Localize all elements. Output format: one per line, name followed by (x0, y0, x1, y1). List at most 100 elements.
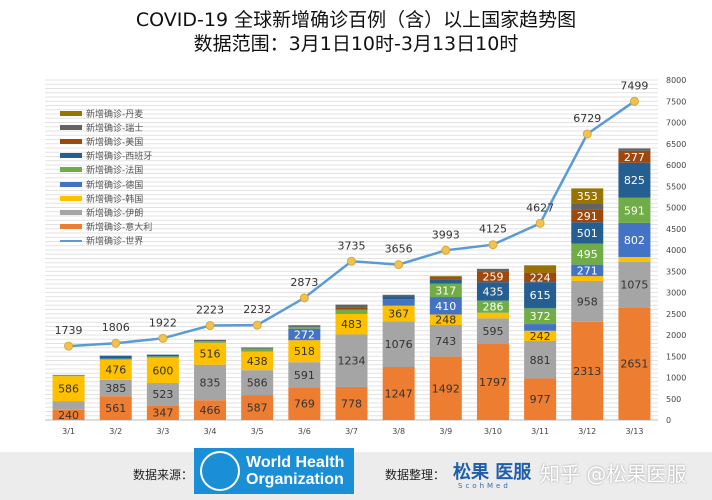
bar-label: 248 (435, 314, 456, 327)
source-label: 数据来源： (133, 468, 194, 482)
bar-segment (476, 282, 509, 301)
bar-label: 1492 (432, 382, 460, 395)
bar-label: 466 (200, 404, 221, 417)
legend-label: 新增确诊-丹麦 (86, 109, 144, 120)
bar-segment (99, 355, 132, 359)
y-tick-label: 6500 (666, 140, 686, 149)
world-label: 6729 (573, 112, 601, 125)
bar-segment (241, 370, 274, 396)
y-tick-label: 3500 (666, 267, 686, 276)
bar-segment (618, 162, 651, 198)
bar-label: 1075 (620, 278, 648, 291)
legend-item: 新增确诊-韩国 (60, 191, 152, 205)
who-name-2: Organization (246, 471, 344, 488)
brand-logo: 松果 医服 (453, 462, 532, 483)
x-tick-label: 3/2 (109, 427, 122, 436)
bar-segment (618, 222, 651, 257)
legend-swatch (60, 110, 82, 116)
bar-label: 2651 (620, 358, 648, 371)
world-point (64, 341, 74, 351)
bar-segment (429, 278, 462, 280)
bar-label: 518 (294, 345, 315, 358)
bar-segment (524, 330, 557, 342)
legend-swatch (60, 138, 82, 144)
bar-label: 523 (152, 388, 173, 401)
world-label: 7499 (620, 79, 648, 92)
bar-label: 272 (294, 328, 315, 341)
bar-segment (146, 383, 179, 406)
legend-item: 新增确诊-法国 (60, 163, 152, 177)
bar-label: 483 (341, 318, 362, 331)
bar-segment (335, 334, 368, 387)
y-tick-label: 2000 (666, 331, 686, 340)
bar-segment (194, 339, 227, 342)
x-tick-label: 3/5 (251, 427, 264, 436)
bar-label: 1076 (385, 338, 413, 351)
bar-segment (288, 325, 321, 327)
bar-label: 224 (530, 271, 551, 284)
legend-item: 新增确诊-瑞士 (60, 120, 152, 134)
legend-item: 新增确诊-伊朗 (60, 205, 152, 219)
bar-segment (524, 308, 557, 325)
bar-segment (524, 324, 557, 331)
x-tick-label: 3/9 (439, 427, 452, 436)
x-tick-label: 3/6 (298, 427, 311, 436)
bar-segment (382, 305, 415, 322)
compiled-label: 数据整理： (385, 468, 446, 482)
bar-segment (524, 341, 557, 379)
bar-label: 2313 (573, 365, 601, 378)
bar-label: 778 (341, 397, 362, 410)
bar-segment (382, 296, 415, 300)
bar-segment (476, 271, 509, 283)
legend-item: 新增确诊-意大利 (60, 220, 152, 234)
bar-label: 769 (294, 398, 315, 411)
bar-segment (52, 376, 85, 402)
legend-label: 新增确诊-世界 (86, 237, 144, 248)
bar-segment (429, 325, 462, 357)
y-tick-label: 6000 (666, 161, 686, 170)
y-tick-label: 8000 (666, 76, 686, 85)
brand-sub: ScohMed (458, 482, 511, 490)
bar-segment (571, 264, 604, 277)
bar-segment (524, 378, 557, 420)
bar-label: 587 (247, 402, 268, 415)
x-tick-label: 3/3 (156, 427, 169, 436)
world-label: 1806 (102, 321, 130, 334)
legend-label: 新增确诊-韩国 (86, 194, 144, 205)
bar-segment (429, 297, 462, 315)
bar-label: 435 (482, 285, 503, 298)
legend-swatch (60, 195, 82, 201)
bar-label: 385 (105, 382, 126, 395)
bar-segment (476, 343, 509, 420)
world-label: 3993 (432, 228, 460, 241)
y-tick-label: 0 (666, 416, 671, 425)
x-tick-label: 3/4 (204, 427, 217, 436)
legend-label: 新增确诊-德国 (86, 180, 144, 191)
legend-swatch (60, 181, 82, 187)
legend-label: 新增确诊-法国 (86, 166, 144, 177)
legend-swatch (60, 153, 82, 159)
bar-label: 240 (58, 409, 79, 422)
bar-segment (52, 409, 85, 420)
bar-segment (241, 395, 274, 420)
bar-segment (335, 304, 368, 308)
bar-segment (571, 209, 604, 223)
world-label: 1739 (55, 324, 83, 337)
y-tick-label: 2500 (666, 310, 686, 319)
bar-segment (288, 387, 321, 420)
world-point (252, 320, 262, 330)
bar-label: 881 (530, 354, 551, 367)
legend-item: 新增确诊-丹麦 (60, 106, 152, 120)
x-tick-label: 3/8 (392, 427, 405, 436)
world-point (205, 321, 215, 331)
bar-label: 595 (482, 325, 503, 338)
world-label: 2232 (243, 303, 271, 316)
world-label: 1922 (149, 316, 177, 329)
bar-label: 802 (624, 234, 645, 247)
bar-segment (194, 342, 227, 365)
bar-segment (571, 321, 604, 420)
bar-label: 600 (152, 364, 173, 377)
bar-segment (99, 359, 132, 380)
legend-swatch (60, 209, 82, 215)
legend-label: 新增确诊-美国 (86, 137, 144, 148)
